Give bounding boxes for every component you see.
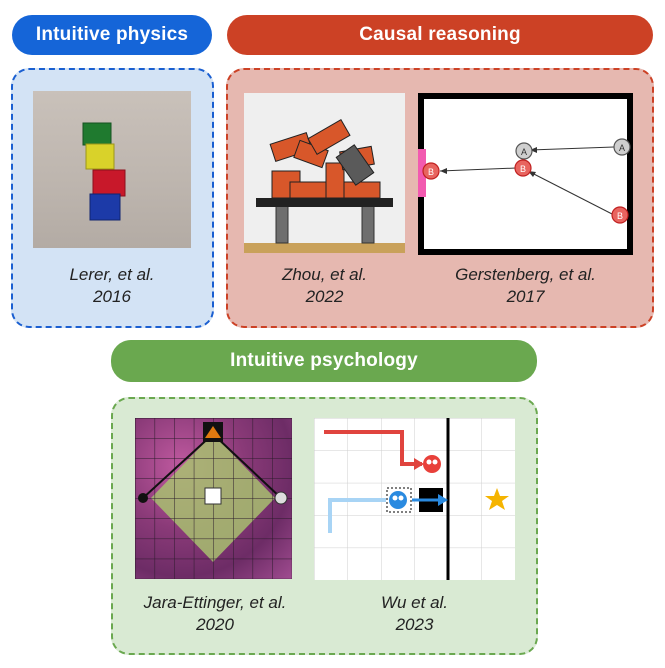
- agent-grid-world: [135, 418, 292, 579]
- gerstenberg-year: 2017: [506, 287, 545, 306]
- ball-b-end: [422, 162, 440, 180]
- causal-reasoning-title: Causal reasoning: [359, 24, 521, 45]
- lerer-year: 2016: [93, 287, 131, 306]
- intuitive-physics-title: Intuitive physics: [35, 24, 189, 45]
- ball-b-end-label: B: [428, 167, 434, 177]
- zhou-year: 2022: [305, 287, 344, 306]
- billiard-ball-scene: A A B B B: [418, 93, 633, 255]
- ball-b-start-label: B: [617, 211, 623, 221]
- brick-stack-scene: [244, 93, 405, 253]
- jara-year: 2020: [196, 615, 234, 634]
- ball-b-start: [611, 206, 629, 224]
- intuitive-psychology-header: Intuitive psychology: [111, 340, 537, 382]
- gerstenberg-caption: Gerstenberg, et al. 2017: [418, 264, 633, 308]
- jara-author: Jara-Ettinger, et al.: [143, 593, 287, 612]
- intuitive-psychology-title: Intuitive psychology: [230, 350, 418, 371]
- ball-a-start-label: A: [619, 143, 625, 153]
- zhou-author: Zhou, et al.: [281, 265, 368, 284]
- intuitive-physics-header: Intuitive physics: [12, 15, 212, 55]
- ball-a-end: [515, 142, 533, 160]
- wu-year: 2023: [395, 615, 434, 634]
- causal-reasoning-header: Causal reasoning: [227, 15, 653, 55]
- lerer-caption: Lerer, et al. 2016: [12, 264, 212, 308]
- agent-navigation-grid: [314, 418, 515, 580]
- gerstenberg-author: Gerstenberg, et al.: [455, 265, 596, 284]
- lerer-author: Lerer, et al.: [69, 265, 155, 284]
- wu-author: Wu et al.: [380, 593, 449, 612]
- ball-a-start: [613, 138, 631, 156]
- zhou-caption: Zhou, et al. 2022: [244, 264, 405, 308]
- jara-caption: Jara-Ettinger, et al. 2020: [120, 592, 310, 636]
- ball-b-mid: [514, 159, 532, 177]
- ball-b-mid-label: B: [520, 164, 526, 174]
- block-tower-photo: [33, 91, 191, 248]
- ball-a-end-label: A: [521, 147, 527, 157]
- wu-caption: Wu et al. 2023: [314, 592, 515, 636]
